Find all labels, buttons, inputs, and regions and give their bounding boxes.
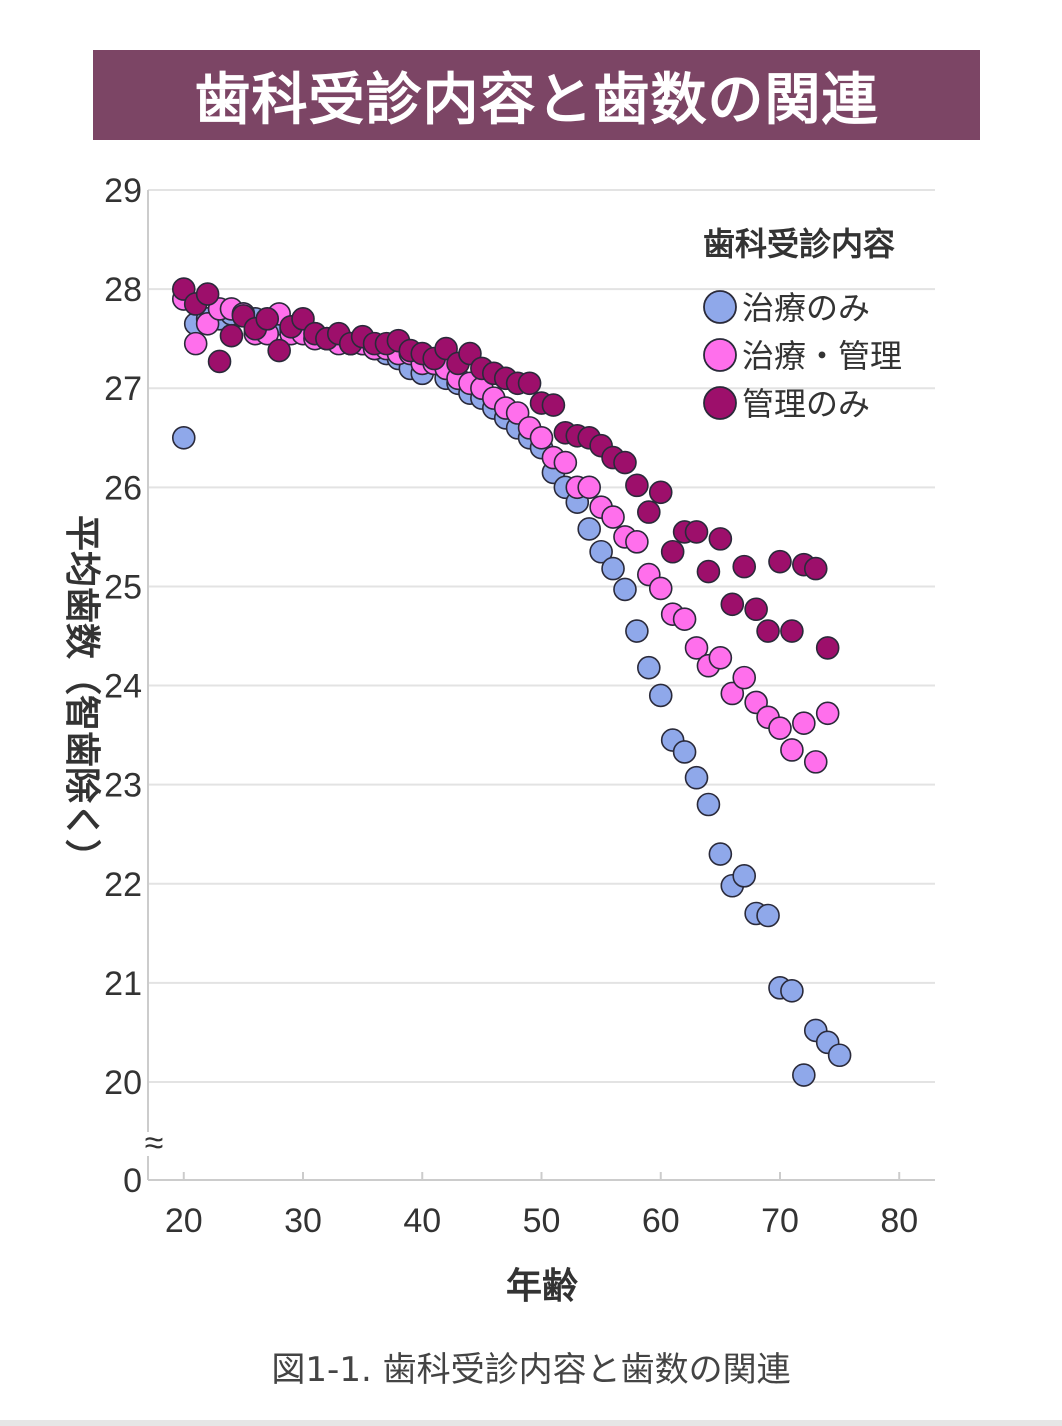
legend-swatch-1: [703, 290, 737, 324]
series-2: [171, 287, 840, 774]
data-point: [696, 559, 721, 584]
data-point: [267, 338, 291, 363]
y-tick-22: 22: [104, 866, 142, 904]
data-point: [625, 619, 649, 643]
data-point: [815, 701, 840, 726]
data-point: [696, 792, 721, 817]
data-point: [756, 619, 780, 643]
data-point: [660, 539, 685, 564]
y-tick-29: 29: [104, 172, 142, 210]
series-3: [171, 277, 840, 660]
data-point: [625, 473, 649, 498]
data-point: [613, 577, 637, 602]
data-point: [648, 683, 673, 708]
data-points: [171, 277, 852, 1087]
data-point: [720, 681, 745, 706]
data-point: [732, 665, 757, 690]
y-tick-break-value: 0: [123, 1162, 142, 1200]
data-point: [792, 1063, 816, 1087]
data-point: [672, 607, 697, 631]
data-point: [672, 740, 697, 764]
data-point: [577, 475, 601, 500]
data-point: [601, 556, 625, 581]
data-point: [517, 371, 542, 396]
data-point: [815, 636, 840, 660]
data-point: [803, 556, 828, 581]
x-tick-60: 60: [642, 1202, 680, 1240]
x-tick-20: 20: [165, 1202, 203, 1240]
data-point: [732, 554, 757, 579]
x-tick-80: 80: [880, 1202, 918, 1240]
y-tick-27: 27: [104, 370, 142, 408]
data-point: [803, 750, 828, 774]
data-point: [553, 450, 578, 475]
legend-label-1: 治療のみ: [742, 289, 870, 327]
title-banner: 歯科受診内容と歯数の関連: [93, 50, 980, 140]
x-tick-50: 50: [523, 1202, 561, 1240]
data-point: [780, 619, 804, 643]
y-tick-26: 26: [104, 469, 142, 507]
legend-swatch-2: [703, 338, 737, 372]
data-point: [768, 716, 792, 740]
data-point: [780, 738, 804, 762]
data-point: [708, 842, 733, 866]
legend-swatch-3: [703, 386, 737, 420]
data-point: [684, 520, 709, 544]
legend-label-3: 管理のみ: [742, 385, 870, 423]
x-tick-70: 70: [761, 1202, 799, 1240]
data-point: [577, 517, 601, 541]
data-point: [732, 864, 757, 888]
data-point: [780, 979, 804, 1003]
data-point: [637, 500, 661, 524]
data-point: [171, 425, 196, 450]
y-tick-20: 20: [104, 1064, 142, 1102]
data-point: [648, 576, 673, 601]
data-point: [529, 425, 554, 450]
y-axis-title: 平均歯数（智歯除く）: [61, 515, 102, 875]
data-point: [255, 307, 280, 331]
x-tick-30: 30: [284, 1202, 322, 1240]
data-point: [720, 592, 745, 617]
data-point: [613, 450, 637, 475]
data-point: [541, 393, 566, 417]
data-point: [756, 903, 780, 928]
data-point: [183, 331, 208, 356]
axis-break-mark: ≈: [145, 1124, 164, 1162]
data-point: [708, 527, 733, 551]
y-tick-28: 28: [104, 271, 142, 309]
bottom-divider: [0, 1420, 1062, 1426]
legend-label-2: 治療・管理: [742, 337, 902, 375]
chart-title: 歯科受診内容と歯数の関連: [194, 67, 879, 133]
y-tick-23: 23: [104, 767, 142, 805]
figure-caption: 図1-1. 歯科受診内容と歯数の関連: [271, 1350, 791, 1390]
data-point: [648, 480, 673, 505]
data-point: [219, 323, 244, 348]
legend-title: 歯科受診内容: [703, 225, 895, 263]
data-point: [589, 539, 613, 564]
data-point: [625, 530, 649, 554]
data-point: [684, 765, 709, 790]
data-point: [684, 636, 709, 660]
data-point: [744, 597, 768, 622]
data-point: [195, 282, 220, 306]
x-axis-title: 年齢: [506, 1266, 578, 1307]
data-point: [637, 655, 661, 680]
data-point: [827, 1043, 852, 1068]
data-point: [708, 646, 733, 670]
data-point: [792, 711, 816, 736]
y-tick-25: 25: [104, 568, 142, 606]
data-point: [207, 349, 232, 374]
axes: ≈: [145, 190, 935, 1181]
x-tick-40: 40: [403, 1202, 441, 1240]
data-point: [768, 549, 792, 574]
y-tick-24: 24: [104, 668, 142, 706]
y-tick-labels: 29 28 27 26 25 24 23 22 21 20 0: [104, 172, 142, 1200]
data-point: [601, 505, 625, 529]
x-tick-labels: 20 30 40 50 60 70 80: [165, 1202, 918, 1240]
scatter-chart: ≈ 29 28 27 26 25 24 23 22 21 20 0 20 30 40 50 60 70 80 歯…: [61, 172, 935, 1307]
y-tick-21: 21: [104, 965, 142, 1003]
